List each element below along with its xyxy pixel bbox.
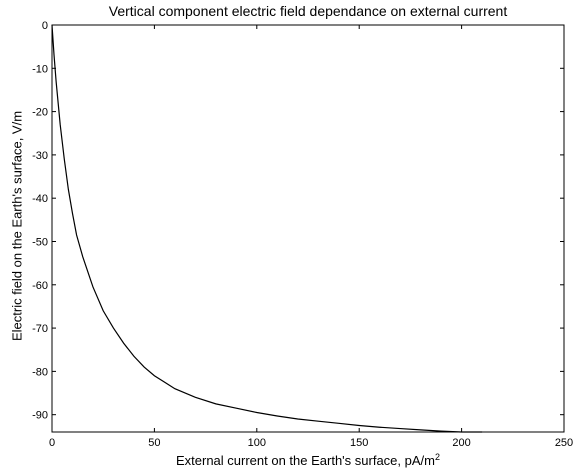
x-axis-label-wrapper: External current on the Earth's surface,…: [52, 452, 564, 468]
x-tick-label: 50: [148, 437, 160, 449]
y-tick-label: -30: [32, 150, 48, 162]
x-axis-label-superscript: 2: [434, 452, 440, 462]
x-tick-label: 0: [49, 437, 55, 449]
x-tick-label: 100: [248, 437, 266, 449]
y-tick-label: -50: [32, 236, 48, 248]
x-tick-label: 200: [452, 437, 470, 449]
axis-ticks: [51, 24, 565, 432]
y-tick-label: -10: [32, 63, 48, 75]
x-tick-label: 150: [350, 437, 368, 449]
plot-area: [51, 24, 565, 433]
y-tick-label: -40: [32, 193, 48, 205]
y-tick-label: -90: [32, 410, 48, 422]
axis-tick-labels: 0 50 100 150 200 250 0 -10 -20 -30 -40 -50 -60 -70 -80…: [32, 20, 573, 449]
chart-title: Vertical component electric field depend…: [108, 3, 508, 19]
x-axis-label: External current on the Earth's surface,…: [175, 453, 435, 468]
y-tick-label: -80: [32, 366, 48, 378]
y-axis-label: Electric field on the Earth's surface, V…: [9, 110, 25, 342]
y-tick-label: -20: [32, 107, 48, 119]
series-line: [51, 24, 483, 433]
y-tick-label: -70: [32, 323, 48, 335]
x-tick-label: 250: [555, 437, 573, 449]
y-tick-label: 0: [42, 20, 48, 32]
y-tick-label: -60: [32, 280, 48, 292]
